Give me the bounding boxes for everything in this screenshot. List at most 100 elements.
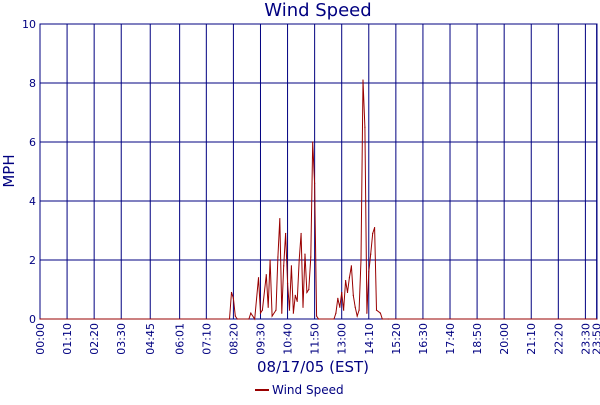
data-point — [275, 309, 277, 311]
data-point — [372, 232, 374, 235]
data-point — [387, 318, 389, 320]
x-tick-label: 04:45 — [144, 323, 157, 355]
data-point — [344, 280, 347, 282]
data-point — [379, 312, 381, 314]
legend: Wind Speed — [255, 383, 344, 397]
data-point — [370, 253, 372, 255]
x-tick-label: 10:40 — [282, 323, 295, 355]
chart-title: Wind Speed — [264, 0, 371, 21]
data-point — [358, 309, 360, 311]
data-point — [304, 253, 306, 255]
series-lines — [39, 79, 598, 321]
data-point — [288, 309, 291, 311]
y-tick-labels: 0 2 4 6 8 10 — [22, 18, 36, 326]
data-point — [254, 318, 256, 320]
data-point — [300, 232, 302, 235]
data-point — [267, 306, 269, 308]
data-point — [360, 259, 362, 261]
x-tick-label: 00:00 — [34, 323, 47, 355]
data-point — [352, 294, 354, 296]
data-point — [354, 306, 356, 308]
data-point — [302, 306, 304, 308]
x-tick-label: 17:40 — [444, 323, 457, 355]
data-point — [306, 291, 308, 294]
data-point — [356, 315, 358, 317]
data-point — [375, 309, 378, 311]
data-point — [248, 318, 250, 320]
x-tick-label: 14:10 — [363, 323, 376, 355]
y-tick-label: 8 — [29, 77, 36, 90]
y-tick-label: 10 — [22, 18, 36, 31]
data-point — [333, 318, 335, 320]
data-point — [596, 318, 598, 320]
x-tick-label: 11:50 — [309, 323, 322, 355]
data-point — [339, 306, 341, 308]
data-point — [228, 318, 231, 320]
data-point — [285, 232, 287, 235]
data-point — [269, 259, 271, 261]
data-point — [310, 256, 312, 258]
x-tick-label: 20:00 — [498, 323, 511, 355]
x-tick-label: 01:10 — [61, 323, 74, 355]
data-point — [257, 277, 260, 279]
x-tick-label: 16:30 — [417, 323, 430, 355]
data-point — [250, 312, 252, 314]
data-point — [362, 79, 364, 81]
data-point — [315, 315, 318, 317]
data-point — [364, 126, 366, 128]
x-tick-label: 08:20 — [227, 323, 240, 355]
data-point — [232, 297, 235, 299]
data-point — [271, 315, 273, 317]
data-point — [314, 182, 316, 184]
data-point — [335, 312, 337, 314]
data-point — [308, 288, 310, 291]
data-point — [39, 318, 41, 320]
y-axis-label: MPH — [0, 154, 18, 187]
x-tick-label: 13:00 — [336, 323, 349, 355]
legend-label: Wind Speed — [272, 383, 344, 397]
y-tick-label: 6 — [29, 136, 36, 149]
data-point — [259, 312, 262, 314]
x-tick-label: 22:20 — [552, 323, 565, 355]
data-point — [290, 265, 293, 267]
x-tick-label: 03:30 — [115, 323, 128, 355]
data-point — [350, 265, 352, 267]
data-point — [234, 315, 236, 317]
x-tick-label: 21:10 — [525, 323, 538, 355]
data-point — [265, 274, 267, 276]
data-point — [337, 297, 339, 299]
x-axis-label: 08/17/05 (EST) — [257, 358, 369, 376]
y-tick-label: 4 — [29, 195, 36, 208]
data-point — [283, 265, 285, 267]
y-tick-label: 0 — [29, 313, 36, 326]
y-tick-label: 2 — [29, 254, 36, 267]
data-point — [373, 226, 376, 229]
x-tick-label: 06:01 — [174, 323, 187, 355]
data-point — [341, 291, 343, 294]
data-point — [279, 218, 281, 220]
x-tick-label: 07:10 — [200, 323, 213, 355]
chart-grid — [39, 23, 598, 320]
x-tick-labels: 00:00 01:10 02:20 03:30 04:45 06:01 07:10 08:20… — [34, 323, 600, 355]
data-point — [236, 318, 238, 320]
data-point — [317, 318, 320, 320]
plot-frame — [39, 23, 598, 320]
data-point — [294, 294, 296, 296]
x-tick-label: 15:20 — [390, 323, 403, 355]
data-point — [312, 141, 314, 143]
data-point — [292, 312, 294, 314]
x-tick-label: 18:50 — [471, 323, 484, 355]
data-point — [230, 291, 233, 294]
data-point — [346, 291, 349, 294]
data-point — [277, 256, 279, 258]
x-tick-label: 02:20 — [88, 323, 101, 355]
data-point — [298, 259, 300, 261]
x-tick-label: 23:30 — [579, 323, 592, 355]
data-point — [261, 309, 264, 311]
x-tick-label: 09:30 — [254, 323, 267, 355]
data-point — [281, 312, 283, 314]
data-point — [286, 283, 289, 285]
series-line — [40, 80, 597, 321]
